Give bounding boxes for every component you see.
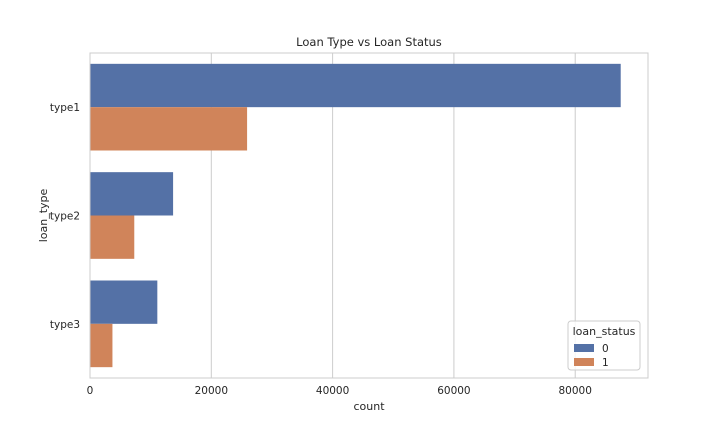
x-axis-label: count: [353, 400, 385, 413]
x-tick-labels: 0 20000 40000 60000 80000: [87, 385, 592, 397]
legend-entries: 01: [574, 343, 609, 369]
bar-type3-status-0: [90, 280, 158, 324]
y-tick-label: type1: [50, 102, 80, 114]
legend-title: loan_status: [573, 325, 636, 338]
bar-type1-status-1: [90, 107, 248, 151]
bars: [90, 63, 621, 368]
bar-type3-status-1: [90, 323, 113, 368]
x-tick-label: 0: [87, 385, 94, 397]
y-axis-label: loan_type: [37, 188, 50, 242]
y-tick-labels: type1 type2 type3: [50, 102, 80, 331]
y-tick-label: type2: [50, 211, 80, 223]
legend-swatch-status-1: [574, 358, 594, 366]
x-tick-label: 80000: [559, 385, 592, 397]
bar-type2-status-1: [90, 215, 135, 259]
bar-type2-status-0: [90, 172, 174, 216]
x-tick-label: 20000: [195, 385, 228, 397]
legend-label: 1: [602, 357, 609, 369]
legend: loan_status 01: [567, 320, 641, 371]
x-tick-label: 40000: [316, 385, 349, 397]
legend-label: 0: [602, 343, 609, 355]
y-tick-label: type3: [50, 319, 80, 331]
legend-box: [567, 320, 641, 371]
plot-frame: [89, 52, 649, 379]
bar-type1-status-0: [90, 63, 621, 108]
x-tick-label: 60000: [437, 385, 470, 397]
chart-title: Loan Type vs Loan Status: [296, 35, 442, 49]
legend-swatch-status-0: [574, 344, 594, 352]
